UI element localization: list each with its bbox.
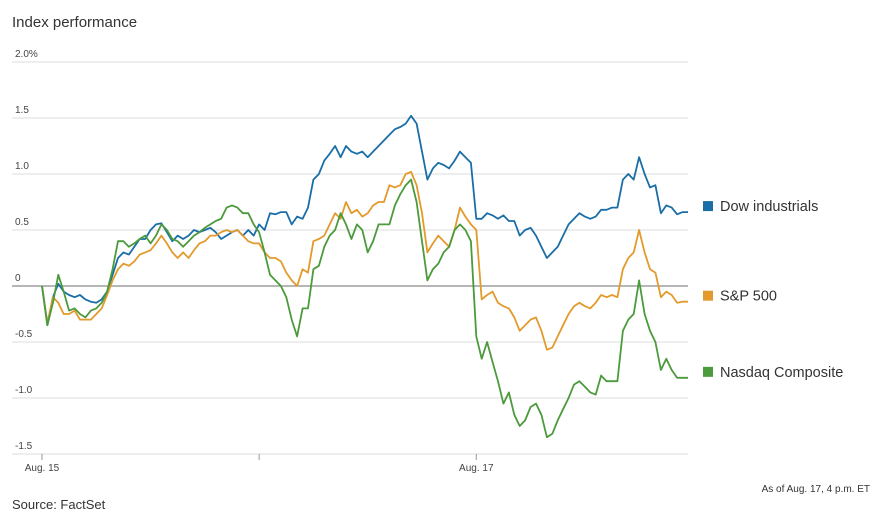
y-tick-label: 1.0 — [15, 161, 29, 172]
x-tick-label: Aug. 15 — [25, 463, 60, 474]
legend-label: Nasdaq Composite — [720, 365, 843, 381]
y-tick-label: -1.0 — [15, 385, 33, 396]
y-tick-label: -0.5 — [15, 329, 33, 340]
chart-title: Index performance — [12, 14, 137, 31]
series-line — [41, 178, 688, 439]
series-line — [41, 114, 688, 327]
note: As of Aug. 17, 4 p.m. ET — [762, 484, 870, 495]
legend-label: S&P 500 — [720, 289, 777, 305]
legend-swatch — [703, 201, 713, 212]
y-tick-label: 0 — [15, 273, 21, 284]
x-tick-label: Aug. 17 — [459, 463, 494, 474]
y-tick-label: 2.0% — [15, 49, 38, 60]
legend-label: Dow industrials — [720, 199, 818, 215]
legend-swatch — [703, 290, 713, 301]
series-line — [41, 170, 688, 351]
y-tick-label: 1.5 — [15, 105, 29, 116]
legend-swatch — [703, 366, 713, 377]
source: Source: FactSet — [12, 497, 106, 512]
y-tick-label: -1.5 — [15, 441, 33, 452]
y-tick-label: 0.5 — [15, 217, 29, 228]
